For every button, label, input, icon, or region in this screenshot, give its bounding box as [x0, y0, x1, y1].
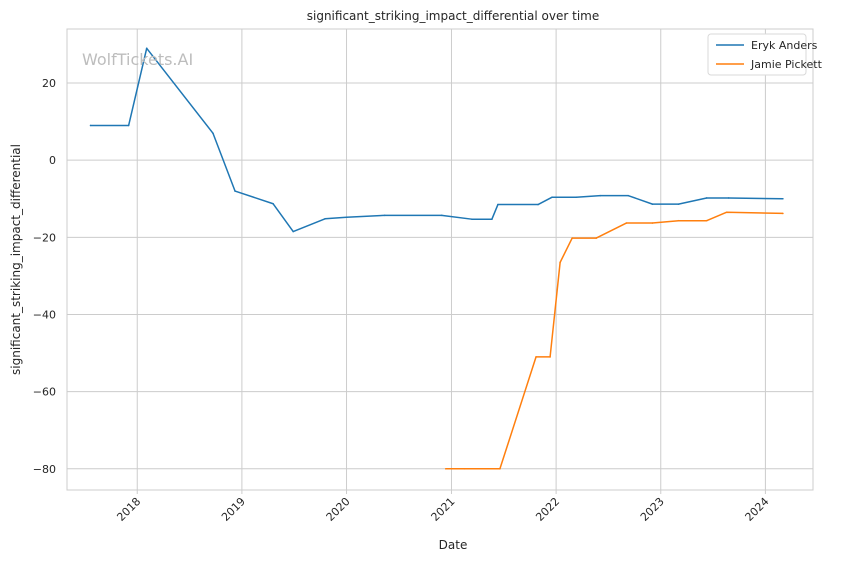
- plot-background: [67, 29, 813, 490]
- data-point-eryk-anders: [651, 203, 654, 205]
- data-point-eryk-anders: [345, 216, 348, 219]
- data-point-eryk-anders: [727, 197, 730, 199]
- data-point-eryk-anders: [440, 214, 443, 217]
- data-point-jamie-pickett: [625, 222, 628, 224]
- data-point-eryk-anders: [145, 47, 148, 50]
- data-point-jamie-pickett: [725, 211, 728, 214]
- series-lines: [89, 47, 784, 470]
- data-point-jamie-pickett: [677, 219, 680, 222]
- data-point-jamie-pickett: [595, 237, 598, 239]
- data-point-eryk-anders: [627, 194, 630, 197]
- data-point-eryk-anders: [677, 203, 680, 205]
- plot-border: [66, 28, 814, 491]
- x-tick-label: 2019: [219, 495, 248, 524]
- data-point-eryk-anders: [497, 203, 499, 206]
- data-point-jamie-pickett: [571, 237, 573, 239]
- axes-frame: [66, 28, 814, 491]
- data-point-jamie-pickett: [444, 467, 447, 470]
- x-tick-label: 2018: [114, 495, 143, 524]
- data-point-eryk-anders: [782, 197, 784, 200]
- data-point-jamie-pickett: [559, 261, 561, 264]
- data-point-eryk-anders: [551, 196, 553, 198]
- data-point-eryk-anders: [537, 203, 539, 206]
- data-point-eryk-anders: [575, 196, 577, 198]
- data-point-eryk-anders: [89, 124, 92, 127]
- data-point-eryk-anders: [272, 202, 274, 205]
- data-point-jamie-pickett: [535, 356, 537, 358]
- x-tick-labels: 2018 2019 2020 2021 2022 2023 2024: [114, 495, 771, 524]
- data-point-eryk-anders: [705, 197, 708, 199]
- y-axis-label: significant_striking_impact_differential: [9, 144, 23, 375]
- legend-label-jamie-pickett: Jamie Pickett: [750, 58, 823, 71]
- x-tick-label: 2020: [324, 495, 353, 524]
- data-point-jamie-pickett: [549, 356, 551, 358]
- data-point-eryk-anders: [383, 214, 386, 217]
- y-tick-label: −80: [33, 463, 56, 476]
- data-point-eryk-anders: [324, 218, 326, 220]
- y-tick-label: 20: [42, 77, 56, 90]
- y-tick-label: −60: [33, 386, 56, 399]
- data-point-eryk-anders: [234, 190, 236, 192]
- data-point-eryk-anders: [127, 124, 130, 127]
- data-point-jamie-pickett: [782, 212, 784, 215]
- series-line-eryk-anders: [90, 47, 783, 233]
- data-point-eryk-anders: [491, 218, 493, 220]
- x-tick-label: 2023: [638, 495, 667, 524]
- x-axis-label: Date: [439, 538, 468, 552]
- y-tick-label: −20: [33, 231, 56, 244]
- data-point-eryk-anders: [212, 132, 214, 134]
- x-tick-label: 2024: [743, 495, 772, 524]
- data-point-jamie-pickett: [705, 219, 708, 222]
- grid-lines: [67, 29, 813, 494]
- chart-title: significant_striking_impact_differential…: [307, 9, 599, 23]
- data-point-jamie-pickett: [499, 467, 501, 470]
- x-tick-label: 2022: [533, 495, 562, 524]
- x-tick-label: 2021: [429, 495, 458, 524]
- legend: Eryk Anders Jamie Pickett: [707, 33, 823, 76]
- y-tick-label: 0: [49, 154, 56, 167]
- data-point-eryk-anders: [471, 218, 473, 220]
- data-point-jamie-pickett: [463, 467, 466, 470]
- data-point-eryk-anders: [292, 230, 295, 233]
- series-line-jamie-pickett: [445, 211, 783, 470]
- data-point-eryk-anders: [599, 194, 602, 197]
- y-tick-labels: 20 0 −20 −40 −60 −80: [33, 77, 56, 476]
- watermark: WolfTickets.AI: [82, 50, 193, 69]
- y-tick-label: −40: [33, 308, 56, 321]
- data-point-jamie-pickett: [651, 222, 654, 224]
- legend-label-eryk-anders: Eryk Anders: [751, 39, 818, 52]
